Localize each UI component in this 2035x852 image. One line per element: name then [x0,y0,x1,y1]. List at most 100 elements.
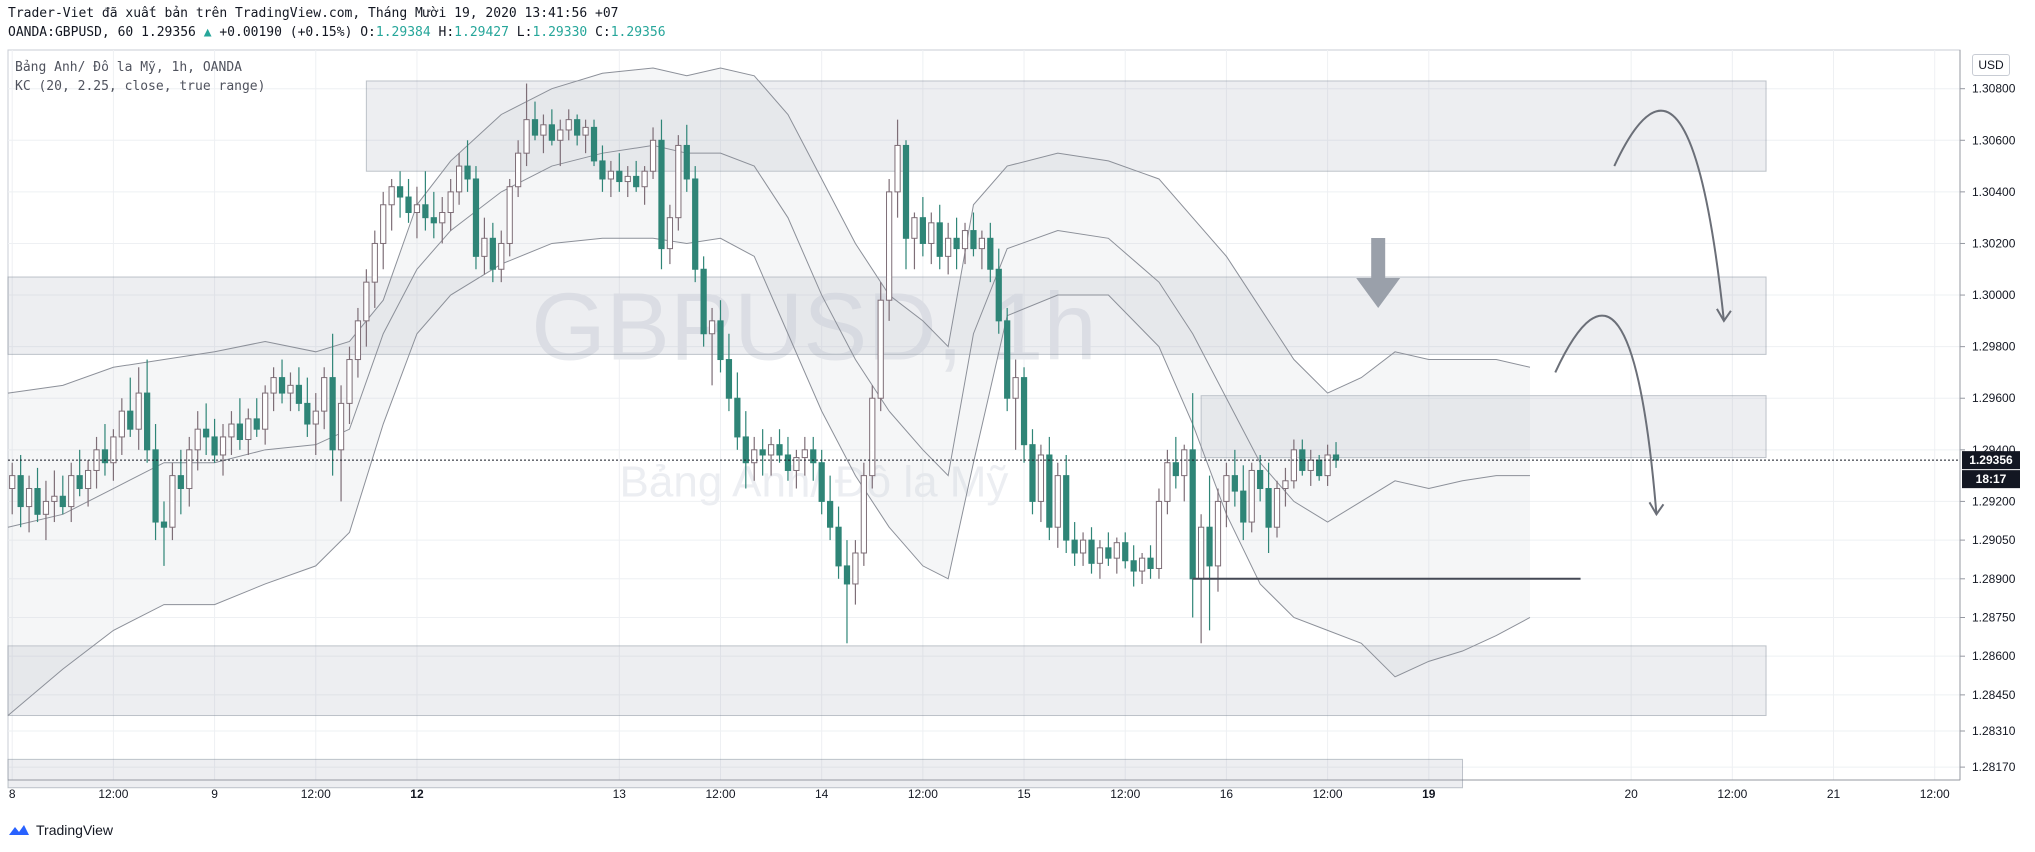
candle[interactable] [101,424,109,476]
candle[interactable] [25,475,33,533]
candle[interactable] [801,436,808,476]
candle[interactable] [388,178,395,231]
candle[interactable] [1105,532,1112,566]
candle[interactable] [1012,359,1019,450]
candle[interactable] [953,217,960,270]
candle[interactable] [304,377,311,437]
candle[interactable] [430,191,437,239]
candle[interactable] [287,372,294,412]
candle[interactable] [1172,436,1179,489]
candle[interactable] [211,418,218,463]
candle[interactable] [1214,488,1222,592]
candle[interactable] [354,307,362,378]
indicator-legend[interactable]: KC (20, 2.25, close, true range) [15,79,266,94]
supply-demand-zone[interactable] [365,80,1767,172]
candle[interactable] [464,140,471,192]
candle[interactable] [1130,545,1137,587]
candle[interactable] [253,398,260,437]
currency-button[interactable]: USD [1972,54,2010,76]
candle[interactable] [363,269,370,347]
candle[interactable] [118,398,125,455]
symbol-label[interactable]: OANDA:GBPUSD, 60 [8,25,134,40]
candle[interactable] [700,256,707,347]
candle[interactable] [1147,545,1154,579]
candle[interactable] [902,140,910,270]
channel-lower-line[interactable] [7,237,1531,716]
candle[interactable] [624,166,631,198]
candle[interactable] [599,145,606,192]
candle[interactable] [51,470,58,523]
candle[interactable] [1231,449,1238,507]
candle[interactable] [405,178,412,223]
candle[interactable] [186,436,193,507]
candle[interactable] [160,501,168,566]
candle[interactable] [371,230,378,308]
candle[interactable] [633,160,640,192]
candle[interactable] [1037,444,1045,523]
candle[interactable] [228,411,235,455]
candle[interactable] [1164,449,1171,515]
candle[interactable] [548,109,555,146]
candle[interactable] [995,248,1002,334]
candle[interactable] [523,83,530,167]
candle[interactable] [894,119,901,218]
candle[interactable] [203,403,210,455]
candle[interactable] [236,398,243,450]
candle[interactable] [84,460,92,507]
candle[interactable] [869,385,876,489]
candle[interactable] [531,101,539,141]
down-arrow-icon[interactable] [1356,237,1401,308]
candle[interactable] [1206,475,1213,631]
candle[interactable] [312,393,319,455]
candle[interactable] [582,119,589,154]
candle[interactable] [329,333,336,476]
candle[interactable] [1282,467,1289,507]
candle[interactable] [278,359,286,404]
candle[interactable] [692,166,699,283]
footer-brand[interactable]: TradingView [8,822,113,838]
candle[interactable] [641,166,648,205]
candle[interactable] [245,408,252,455]
candle[interactable] [827,475,834,541]
candle[interactable] [919,197,926,257]
candle[interactable] [1316,454,1323,481]
candle[interactable] [1079,532,1087,566]
candle[interactable] [734,372,741,450]
candle[interactable] [1063,454,1070,554]
candle[interactable] [337,385,345,502]
candle[interactable] [270,367,277,412]
candle[interactable] [1257,454,1264,502]
candle[interactable] [945,222,952,275]
candle[interactable] [1248,462,1255,533]
candle[interactable] [843,540,851,644]
candle[interactable] [607,160,614,198]
candle[interactable] [793,449,800,489]
candle[interactable] [9,462,16,515]
candle[interactable] [515,140,522,198]
candle[interactable] [1155,488,1163,579]
candle[interactable] [59,475,66,515]
candle[interactable] [1088,527,1095,574]
candle[interactable] [540,114,547,154]
candle[interactable] [1273,480,1281,538]
candle[interactable] [17,454,24,528]
candle[interactable] [886,178,893,321]
candle[interactable] [767,436,775,476]
candle[interactable] [557,119,564,167]
candle[interactable] [472,166,480,270]
candle[interactable] [396,171,404,218]
candle[interactable] [649,127,657,179]
candle[interactable] [42,480,50,541]
candle[interactable] [810,436,817,481]
candle[interactable] [152,424,159,541]
candle[interactable] [447,178,454,231]
candle[interactable] [346,346,353,425]
candle[interactable] [1265,462,1272,554]
candle[interactable] [835,506,842,579]
candle[interactable] [860,462,867,566]
candle[interactable] [574,114,581,146]
candle[interactable] [169,462,176,541]
candle[interactable] [675,135,682,231]
price-chart[interactable]: 1.30800 1.30600 1.30400 1.30200 1.30000 1.298… [0,0,2035,812]
candle[interactable] [936,204,943,270]
